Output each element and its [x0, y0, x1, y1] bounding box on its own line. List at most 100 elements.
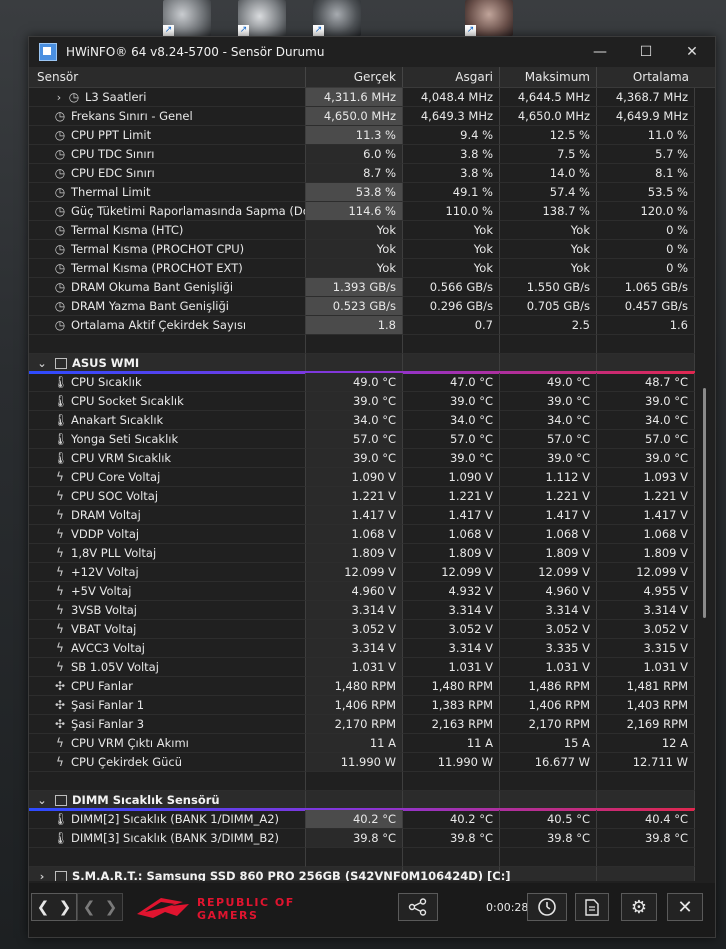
- sensor-row[interactable]: ✣ Şasi Fanlar 3 2,170 RPM 2,163 RPM 2,170 RP…: [29, 715, 695, 734]
- thermometer-icon: 🌡: [53, 830, 69, 845]
- title-bar[interactable]: HWiNFO® 64 v8.24-5700 - Sensör Durumu — …: [29, 37, 715, 67]
- current-value-cell: 11 A: [306, 734, 403, 753]
- clock-icon: ◷: [68, 89, 80, 104]
- sensor-row[interactable]: 🌡 DIMM[2] Sıcaklık (BANK 1/DIMM_A2) 40.2 °…: [29, 810, 695, 829]
- sensor-row[interactable]: ϟ VBAT Voltaj 3.052 V 3.052 V 3.052 V 3.052 V: [29, 620, 695, 639]
- average-value-cell: 53.5 %: [597, 183, 695, 202]
- share-network-button[interactable]: [398, 893, 438, 921]
- sensor-label: Güç Tüketimi Raporlamasında Sapma (Do...: [71, 203, 306, 218]
- sensor-row[interactable]: ϟ CPU Çekirdek Gücü 11.990 W 11.990 W 16.677…: [29, 753, 695, 772]
- maximum-value-cell: 14.0 %: [500, 164, 597, 183]
- column-header-sensor[interactable]: Sensör: [29, 67, 306, 87]
- sensor-row[interactable]: ◷ CPU TDC Sınırı 6.0 % 3.8 % 7.5 % 5.7 %: [29, 145, 695, 164]
- current-value-cell: 1.809 V: [306, 544, 403, 563]
- column-header-maximum[interactable]: Maksimum: [500, 67, 597, 87]
- current-value-cell: 3.314 V: [306, 601, 403, 620]
- reset-timer-button[interactable]: [527, 893, 567, 921]
- sensor-row[interactable]: ϟ 3VSB Voltaj 3.314 V 3.314 V 3.314 V 3.314 V: [29, 601, 695, 620]
- desktop-shortcut-icon[interactable]: ↗: [238, 0, 286, 36]
- sensor-name-cell: ϟ CPU VRM Çıktı Akımı: [29, 734, 306, 753]
- sensor-row[interactable]: ◷ Termal Kısma (HTC) Yok Yok Yok 0 %: [29, 221, 695, 240]
- sensor-row[interactable]: 🌡 DIMM[3] Sıcaklık (BANK 3/DIMM_B2) 39.8 °…: [29, 829, 695, 848]
- chevron-down-icon[interactable]: ⌄: [37, 793, 47, 807]
- sensor-row[interactable]: 🌡 Anakart Sıcaklık 34.0 °C 34.0 °C 34.0 °C 34…: [29, 411, 695, 430]
- sensor-row[interactable]: ϟ VDDP Voltaj 1.068 V 1.068 V 1.068 V 1.068 V: [29, 525, 695, 544]
- maximum-value-cell: Yok: [500, 240, 597, 259]
- desktop-shortcut-icon[interactable]: ↗: [163, 0, 211, 36]
- sensor-row[interactable]: ◷ Termal Kısma (PROCHOT CPU) Yok Yok Yok 0 %: [29, 240, 695, 259]
- sensor-label: CPU EDC Sınırı: [71, 165, 155, 180]
- sensor-row[interactable]: ϟ +12V Voltaj 12.099 V 12.099 V 12.099 V 12.0…: [29, 563, 695, 582]
- chevron-right-icon[interactable]: ›: [39, 869, 45, 882]
- sensor-row[interactable]: 🌡 CPU Sıcaklık 49.0 °C 47.0 °C 49.0 °C 48.7 °…: [29, 373, 695, 392]
- settings-button[interactable]: ⚙: [621, 893, 657, 921]
- sensor-row[interactable]: ϟ SB 1.05V Voltaj 1.031 V 1.031 V 1.031 V 1.0…: [29, 658, 695, 677]
- sensor-group-row[interactable]: ⌄ ASUS WMI: [29, 354, 695, 373]
- sensor-name-cell: ◷ Frekans Sınırı - Genel: [29, 107, 306, 126]
- column-header-current[interactable]: Gerçek: [306, 67, 403, 87]
- average-value-cell: [597, 772, 695, 791]
- column-header-minimum[interactable]: Asgari: [403, 67, 500, 87]
- sensor-table[interactable]: › ◷ L3 Saatleri 4,311.6 MHz 4,048.4 MHz 4,644…: [29, 88, 695, 881]
- sensor-row[interactable]: ◷ Ortalama Aktif Çekirdek Sayısı 1.8 0.7 2.5…: [29, 316, 695, 335]
- average-value-cell: 12.099 V: [597, 563, 695, 582]
- sensor-row[interactable]: 🌡 Yonga Seti Sıcaklık 57.0 °C 57.0 °C 57.0 °…: [29, 430, 695, 449]
- maximum-value-cell: 4,650.0 MHz: [500, 107, 597, 126]
- sensor-name-cell: ϟ CPU SOC Voltaj: [29, 487, 306, 506]
- column-header-average[interactable]: Ortalama: [632, 70, 689, 84]
- maximum-value-cell: 34.0 °C: [500, 411, 597, 430]
- sensor-row[interactable]: ϟ 1,8V PLL Voltaj 1.809 V 1.809 V 1.809 V 1.8…: [29, 544, 695, 563]
- maximum-value-cell: 39.8 °C: [500, 829, 597, 848]
- minimum-value-cell: 0.566 GB/s: [403, 278, 500, 297]
- scrollbar-thumb[interactable]: [703, 388, 706, 618]
- sensor-row[interactable]: ◷ Güç Tüketimi Raporlamasında Sapma (Do..…: [29, 202, 695, 221]
- average-value-cell: 1,403 RPM: [597, 696, 695, 715]
- sensor-row[interactable]: ◷ Thermal Limit 53.8 % 49.1 % 57.4 % 53.5 %: [29, 183, 695, 202]
- sensor-row[interactable]: ϟ CPU SOC Voltaj 1.221 V 1.221 V 1.221 V 1.22…: [29, 487, 695, 506]
- current-value-cell: [306, 867, 403, 881]
- current-value-cell: 1.090 V: [306, 468, 403, 487]
- report-button[interactable]: [575, 893, 609, 921]
- nav-group-button[interactable]: ❮ ❯: [77, 893, 123, 921]
- thermometer-icon: 🌡: [53, 811, 69, 826]
- sensor-row[interactable]: ϟ CPU VRM Çıktı Akımı 11 A 11 A 15 A 12 A: [29, 734, 695, 753]
- minimum-value-cell: 1.068 V: [403, 525, 500, 544]
- maximum-value-cell: 3.314 V: [500, 601, 597, 620]
- minimum-value-cell: Yok: [403, 221, 500, 240]
- vertical-scrollbar[interactable]: [695, 88, 715, 881]
- sensor-row[interactable]: ✣ CPU Fanlar 1,480 RPM 1,480 RPM 1,486 RPM 1,…: [29, 677, 695, 696]
- maximize-button[interactable]: ☐: [639, 44, 653, 60]
- sensor-row[interactable]: 🌡 CPU Socket Sıcaklık 39.0 °C 39.0 °C 39.0 °…: [29, 392, 695, 411]
- sensor-row[interactable]: ◷ CPU EDC Sınırı 8.7 % 3.8 % 14.0 % 8.1 %: [29, 164, 695, 183]
- sensor-row[interactable]: ϟ +5V Voltaj 4.960 V 4.932 V 4.960 V 4.955 V: [29, 582, 695, 601]
- desktop-shortcut-icon[interactable]: ↗: [465, 0, 513, 36]
- sensor-row[interactable]: 🌡 CPU VRM Sıcaklık 39.0 °C 39.0 °C 39.0 °C 39…: [29, 449, 695, 468]
- sensor-row[interactable]: ϟ AVCC3 Voltaj 3.314 V 3.314 V 3.335 V 3.315 …: [29, 639, 695, 658]
- nav-prev-next-button[interactable]: ❮ ❯: [31, 893, 77, 921]
- close-window-button[interactable]: ✕: [686, 44, 698, 60]
- sensor-row[interactable]: ◷ Frekans Sınırı - Genel 4,650.0 MHz 4,649.…: [29, 107, 695, 126]
- sensor-row[interactable]: › ◷ L3 Saatleri 4,311.6 MHz 4,048.4 MHz 4,644…: [29, 88, 695, 107]
- lightning-icon: ϟ: [56, 488, 64, 503]
- average-value-cell: 1.031 V: [597, 658, 695, 677]
- sensor-name-cell: ◷ Termal Kısma (PROCHOT EXT): [29, 259, 306, 278]
- chevron-right-icon[interactable]: ›: [56, 90, 62, 104]
- sensor-row[interactable]: ϟ DRAM Voltaj 1.417 V 1.417 V 1.417 V 1.417 V: [29, 506, 695, 525]
- sensor-row[interactable]: ✣ Şasi Fanlar 1 1,406 RPM 1,383 RPM 1,406 RP…: [29, 696, 695, 715]
- sensor-row[interactable]: ◷ DRAM Okuma Bant Genişliği 1.393 GB/s 0.56…: [29, 278, 695, 297]
- sensor-row[interactable]: ϟ CPU Core Voltaj 1.090 V 1.090 V 1.112 V 1.0…: [29, 468, 695, 487]
- chevron-down-icon[interactable]: ⌄: [37, 356, 47, 370]
- desktop-shortcut-icon[interactable]: ↗: [313, 0, 361, 36]
- minimize-button[interactable]: —: [593, 44, 607, 60]
- column-header-row: Sensör Gerçek Asgari Maksimum Ortalama: [29, 67, 715, 88]
- hwinfo-app-icon: [39, 43, 57, 61]
- sensor-name-cell: 🌡 DIMM[2] Sıcaklık (BANK 1/DIMM_A2): [29, 810, 306, 829]
- sensor-row[interactable]: ◷ CPU PPT Limit 11.3 % 9.4 % 12.5 % 11.0 %: [29, 126, 695, 145]
- sensor-group-row[interactable]: › S.M.A.R.T.: Samsung SSD 860 PRO 256GB (…: [29, 867, 695, 881]
- current-value-cell: [306, 772, 403, 791]
- sensor-row[interactable]: ◷ DRAM Yazma Bant Genişliği 0.523 GB/s 0.29…: [29, 297, 695, 316]
- current-value-cell: 1.068 V: [306, 525, 403, 544]
- sensor-label: SB 1.05V Voltaj: [71, 659, 159, 674]
- exit-button[interactable]: ✕: [667, 893, 703, 921]
- sensor-row[interactable]: ◷ Termal Kısma (PROCHOT EXT) Yok Yok Yok 0 %: [29, 259, 695, 278]
